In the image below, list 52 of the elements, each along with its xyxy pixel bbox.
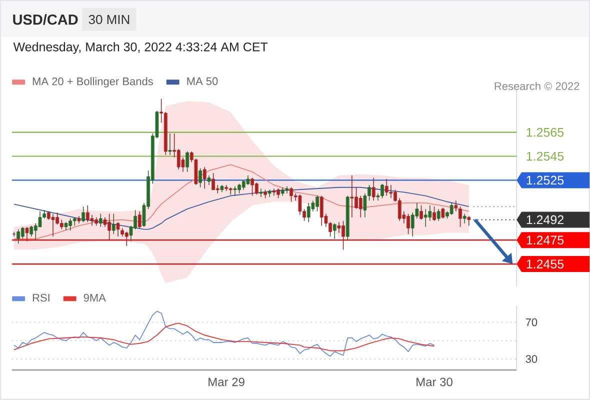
candlestick <box>77 216 81 224</box>
candlestick <box>186 151 189 172</box>
legend-label: 9MA <box>84 294 106 302</box>
candlestick <box>420 204 423 220</box>
candlestick <box>82 206 86 222</box>
candlestick <box>98 213 102 228</box>
candlestick <box>272 188 276 196</box>
candlestick <box>116 222 120 237</box>
candlestick <box>198 168 202 188</box>
candlestick <box>38 210 42 228</box>
candlestick <box>30 225 34 237</box>
legend-label: MA 20 + Bollinger Bands <box>32 77 153 88</box>
y-tick-label: 30 <box>526 355 538 363</box>
candlestick <box>202 166 206 189</box>
candlestick <box>103 216 107 228</box>
candlestick <box>60 219 64 230</box>
ref-line-label: 1.2492 <box>526 215 564 224</box>
candlestick <box>458 206 462 228</box>
candlestick <box>220 184 224 193</box>
candlestick <box>254 182 258 195</box>
candlestick <box>332 222 336 240</box>
ref-line-label: 1.2565 <box>526 128 564 137</box>
x-tick-label: Mar 30 <box>416 378 452 386</box>
candlestick <box>64 222 68 231</box>
candlestick <box>298 194 302 216</box>
candlestick <box>346 195 350 240</box>
candlestick <box>112 213 116 234</box>
ref-line-label: 1.2455 <box>526 260 564 268</box>
chart-title: USD/CAD <box>13 14 78 25</box>
line-series <box>14 322 435 352</box>
candlestick <box>350 175 354 218</box>
legend-label: RSI <box>32 294 50 302</box>
text: 30 MIN <box>88 14 130 24</box>
candlestick <box>246 175 250 186</box>
candlestick <box>51 213 55 237</box>
candlestick <box>124 231 128 246</box>
x-tick-label: Mar 29 <box>208 378 244 386</box>
chart-subtitle: Wednesday, March 30, 2022 4:33:24 AM CET <box>13 42 268 54</box>
candlestick <box>337 222 341 234</box>
candlestick <box>164 112 168 156</box>
candlestick <box>138 210 142 228</box>
candlestick <box>432 206 436 222</box>
ref-line-label: 1.2475 <box>526 236 564 245</box>
y-tick-label: 70 <box>526 318 538 326</box>
text: Research © 2022 <box>494 82 580 90</box>
ref-line-label: 1.2525 <box>526 176 564 185</box>
legend-label: MA 50 <box>187 77 218 86</box>
candlestick <box>168 133 172 156</box>
ref-line-label: 1.2545 <box>526 152 564 161</box>
candlestick <box>207 175 211 186</box>
candlestick <box>358 195 362 218</box>
candlestick <box>90 214 94 226</box>
